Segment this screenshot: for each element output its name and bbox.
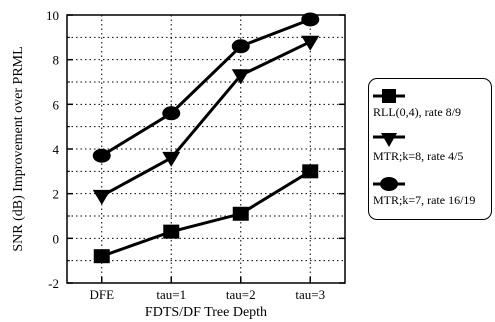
legend-entry-mtr-k8: MTR;k=8, rate 4/5 — [369, 127, 493, 167]
triangle-down-marker-icon — [373, 133, 405, 147]
x-tick-label: tau=2 — [226, 287, 256, 302]
x-tick-label: DFE — [89, 287, 114, 302]
series-line — [101, 40, 311, 198]
x-tick-label: tau=3 — [295, 287, 325, 302]
data-point — [301, 35, 320, 51]
data-point — [92, 148, 111, 163]
data-point — [231, 69, 250, 85]
data-point — [232, 206, 249, 221]
y-tick-label: 0 — [53, 231, 60, 246]
data-point — [163, 224, 180, 239]
data-point — [93, 249, 110, 264]
y-tick-label: 4 — [53, 142, 60, 157]
series-1 — [92, 35, 320, 205]
x-tick-label: tau=1 — [156, 287, 186, 302]
y-tick-label: -2 — [48, 276, 59, 291]
data-point — [162, 151, 181, 167]
data-point — [302, 164, 319, 179]
y-tick-label: 6 — [53, 97, 60, 112]
series-line — [101, 170, 312, 258]
series-0 — [93, 164, 319, 264]
circle-marker-icon — [373, 177, 405, 191]
square-marker-icon — [373, 89, 405, 103]
data-point — [92, 189, 111, 205]
legend: RLL(0,4), rate 8/9 MTR;k=8, rate 4/5 MTR… — [368, 78, 492, 220]
data-point — [162, 106, 181, 121]
series-line — [100, 18, 311, 157]
legend-label: RLL(0,4), rate 8/9 — [373, 105, 461, 119]
y-tick-label: 10 — [46, 8, 59, 23]
data-point — [231, 39, 250, 54]
legend-label: MTR;k=8, rate 4/5 — [373, 149, 464, 163]
legend-label: MTR;k=7, rate 16/19 — [373, 193, 476, 207]
legend-entry-rll: RLL(0,4), rate 8/9 — [369, 83, 493, 123]
y-tick-label: 8 — [53, 53, 60, 68]
series-layer — [92, 12, 320, 264]
legend-entry-mtr-k7: MTR;k=7, rate 16/19 — [369, 171, 493, 211]
ticks: -2 0 2 4 6 8 10 DFE tau=1 tau=2 tau=3 — [46, 8, 345, 302]
x-axis-label: FDTS/DF Tree Depth — [145, 305, 267, 320]
series-2 — [92, 12, 320, 163]
grid — [67, 15, 345, 283]
y-tick-label: 2 — [53, 187, 60, 202]
y-axis-label: SNR (dB) Improvement over PRML — [11, 46, 26, 251]
data-point — [301, 12, 320, 27]
